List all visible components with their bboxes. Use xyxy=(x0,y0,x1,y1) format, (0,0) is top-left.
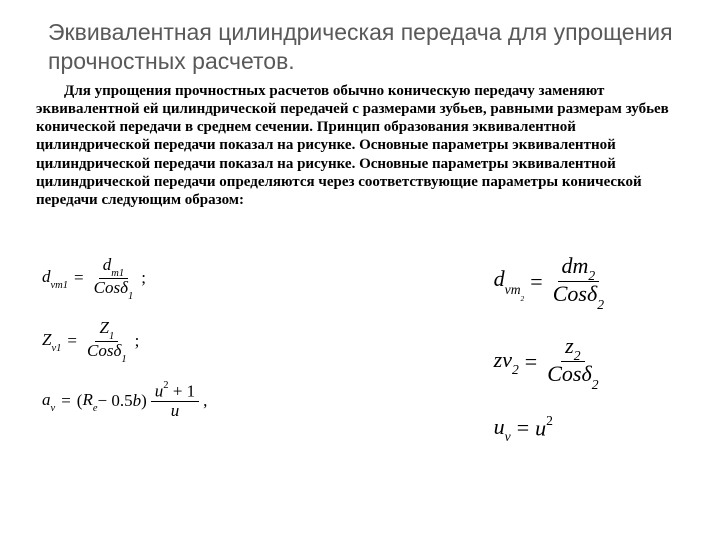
var-d: d xyxy=(42,267,51,286)
numerator: dm1 xyxy=(99,256,128,279)
equals: = xyxy=(61,391,71,411)
delta: δ xyxy=(581,361,591,386)
equals: = xyxy=(530,269,542,295)
var-r: R xyxy=(82,390,92,409)
equation-dvm1: dvm1 = dm1 Cosδ1 ; xyxy=(42,256,207,301)
denominator: Cosδ2 xyxy=(549,282,608,309)
minus-05: − 0.5 xyxy=(98,391,133,411)
sub-vm: vm2 xyxy=(505,282,525,297)
fraction: z2 Cosδ2 xyxy=(543,334,602,390)
sub-2: 2 xyxy=(574,348,581,363)
sub-v1: v1 xyxy=(51,343,61,354)
var-z: Z xyxy=(99,318,108,337)
numerator: Z1 xyxy=(95,319,118,342)
var-u: u xyxy=(494,414,505,439)
eq-lhs: dvm2 xyxy=(494,266,525,297)
cos: Cos xyxy=(94,278,120,297)
punct-semicolon: ; xyxy=(135,331,140,351)
equation-av: av = ( Re − 0.5 b ) u2 + 1 u xyxy=(42,382,207,421)
formula-column-left: dvm1 = dm1 Cosδ1 ; Zv1 = xyxy=(42,256,207,443)
eq-lhs: uv xyxy=(494,414,511,443)
formula-column-right: dvm2 = dm2 Cosδ2 zv2 = xyxy=(494,254,608,443)
eq-lhs: dvm1 xyxy=(42,267,68,289)
denominator: Cosδ1 xyxy=(90,279,138,301)
delta: δ xyxy=(120,278,128,297)
equals: = xyxy=(525,349,537,375)
delta: δ xyxy=(587,281,597,306)
equation-dvm2: dvm2 = dm2 Cosδ2 xyxy=(494,254,608,310)
fraction: u2 + 1 u xyxy=(151,382,199,421)
eq-lhs: av xyxy=(42,390,55,412)
denominator: Cosδ1 xyxy=(83,342,131,364)
var-z: z xyxy=(565,333,574,358)
sub-1: 1 xyxy=(128,291,133,302)
denominator: Cosδ2 xyxy=(543,362,602,389)
var-zv: zv xyxy=(494,347,512,372)
var-dm: dm xyxy=(562,253,589,278)
sub-e: e xyxy=(93,403,98,414)
sup-2: 2 xyxy=(163,380,168,391)
sub-2: 2 xyxy=(588,268,595,283)
sub-1: 1 xyxy=(121,354,126,365)
sub-2: 2 xyxy=(521,294,525,303)
sub-v: v xyxy=(51,403,56,414)
slide-title: Эквивалентная цилиндрическая передача дл… xyxy=(48,18,684,76)
sub-vm1: vm1 xyxy=(51,280,69,291)
numerator: u2 + 1 xyxy=(151,382,199,402)
var-u: u xyxy=(171,401,180,420)
var-d: d xyxy=(103,255,112,274)
sub-vm-text: vm xyxy=(505,282,521,297)
sub-2: 2 xyxy=(512,362,519,377)
sub-2: 2 xyxy=(592,377,599,392)
eq-rhs: u2 xyxy=(535,415,553,441)
eq-lhs: zv2 xyxy=(494,347,519,376)
cos: Cos xyxy=(553,281,587,306)
fraction: dm1 Cosδ1 xyxy=(90,256,138,301)
equals: = xyxy=(67,331,77,351)
denominator: u xyxy=(167,402,184,421)
var-d: d xyxy=(494,266,505,291)
sub-1: 1 xyxy=(109,331,114,342)
sub-v: v xyxy=(505,429,511,444)
paren-right: ) xyxy=(141,391,147,411)
equation-zv1: Zv1 = Z1 Cosδ1 ; xyxy=(42,319,207,364)
var-b: b xyxy=(133,391,142,411)
plus-1: + 1 xyxy=(169,382,196,401)
equals: = xyxy=(517,415,529,441)
fraction: Z1 Cosδ1 xyxy=(83,319,131,364)
var-a: a xyxy=(42,390,51,409)
body-text: Для упрощения прочностных расчетов обычн… xyxy=(36,82,678,210)
sub-m1: m1 xyxy=(111,268,124,279)
formulas-area: dvm1 = dm1 Cosδ1 ; Zv1 = xyxy=(36,256,684,443)
equation-zv2: zv2 = z2 Cosδ2 xyxy=(494,334,608,390)
equals: = xyxy=(74,268,84,288)
var-u: u xyxy=(535,415,546,440)
eq-lhs: Zv1 xyxy=(42,330,61,352)
punct-semicolon: ; xyxy=(141,268,146,288)
cos: Cos xyxy=(547,361,581,386)
punct-comma: , xyxy=(203,391,207,411)
numerator: dm2 xyxy=(558,254,600,282)
equation-uv: uv = u2 xyxy=(494,414,608,443)
numerator: z2 xyxy=(561,334,584,362)
sup-2: 2 xyxy=(546,413,553,428)
slide: Эквивалентная цилиндрическая передача дл… xyxy=(0,0,720,540)
cos: Cos xyxy=(87,341,113,360)
var-re: Re xyxy=(82,390,97,412)
sub-2: 2 xyxy=(597,297,604,312)
fraction: dm2 Cosδ2 xyxy=(549,254,608,310)
